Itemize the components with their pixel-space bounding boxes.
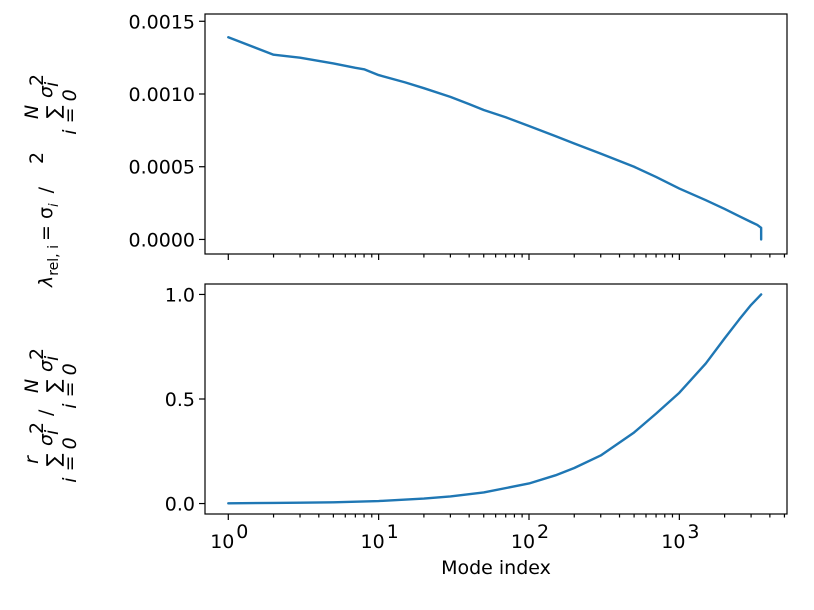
bottom-ylabel-sum-upper: r — [21, 455, 43, 464]
top-y-ticks: 0.0000 0.0005 0.0010 0.0015 — [129, 11, 205, 251]
top-ylabel-sum: ∑ — [43, 105, 65, 118]
top-ylabel-sigma-sub: i — [47, 203, 62, 207]
y-tick-label: 0.0000 — [129, 229, 195, 251]
y-tick-label: 0.0005 — [129, 157, 195, 179]
top-ylabel-sub: rel, i — [46, 245, 62, 276]
top-ylabel-sigma-sup2: 2 — [26, 74, 48, 86]
bottom-series-line — [227, 293, 763, 505]
top-ylabel-sum-lower: i = 0 — [59, 89, 81, 134]
bottom-ylabel-sigma2: σ — [35, 359, 57, 372]
x-tick-label: 10 — [361, 531, 385, 553]
bottom-y-ticks: 0.0 0.5 1.0 — [165, 284, 205, 516]
bottom-ylabel-sum: ∑ — [43, 453, 65, 466]
y-tick-label: 0.0 — [165, 494, 195, 516]
x-tick-exponent: 2 — [537, 521, 549, 543]
bottom-ylabel-slash: / — [35, 409, 57, 416]
y-tick-label: 0.0015 — [129, 11, 195, 33]
x-tick-exponent: 3 — [687, 521, 699, 543]
x-tick-exponent: 0 — [236, 521, 248, 543]
top-ylabel: λrel, i= σi/ 2 N ∑ i = 0 σ i 2 — [21, 74, 81, 288]
x-tick-label: 10 — [661, 531, 685, 553]
x-axis-label: Mode index — [441, 557, 551, 579]
bottom-ylabel-sum-lower2: i = 0 — [59, 363, 81, 408]
bottom-ylabel-sigma-sub: i — [41, 429, 63, 435]
bottom-ylabel-sum-lower: i = 0 — [59, 437, 81, 482]
top-ylabel-slash: / — [35, 186, 57, 193]
bottom-panel: 0.00.51.0 10 0 10 1 10 2 10 3 Mode index r ∑ i … — [21, 283, 788, 579]
bottom-x-ticks: 10 0 10 1 10 2 10 3 — [210, 514, 786, 553]
x-tick-exponent: 1 — [387, 521, 399, 543]
bottom-ylabel-sum-upper2: N — [21, 379, 43, 393]
y-tick-label: 1.0 — [165, 284, 195, 306]
x-tick-label: 10 — [511, 531, 535, 553]
bottom-ylabel-sigma: σ — [35, 433, 57, 446]
top-ylabel-sum-upper: N — [21, 105, 43, 119]
top-axes-frame — [204, 13, 788, 255]
x-tick-label: 10 — [210, 531, 234, 553]
top-ylabel-sigma-sub2: i — [41, 81, 63, 87]
top-ylabel-sigma-sup: 2 — [26, 152, 48, 164]
y-tick-label: 0.5 — [165, 389, 195, 411]
bottom-ylabel-sum2: ∑ — [43, 379, 65, 392]
top-ylabel-sigma: σ — [35, 85, 57, 98]
bottom-ylabel: r ∑ i = 0 σ i 2 / N ∑ i = 0 σ i 2 — [21, 348, 81, 483]
bottom-ylabel-sigma-sub2: i — [41, 355, 63, 361]
bottom-ylabel-sigma-sup: 2 — [26, 422, 48, 434]
y-tick-label: 0.0010 — [129, 84, 195, 106]
svg-text:λrel, i= σi/: λrel, i = σi / — [35, 186, 62, 288]
top-series-line — [227, 36, 763, 241]
top-ylabel-eq: = σ — [35, 207, 57, 241]
bottom-axes-frame — [204, 283, 788, 515]
top-x-ticks — [227, 254, 786, 260]
top-ylabel-lambda: λ — [35, 276, 57, 288]
bottom-ylabel-sigma-sup2: 2 — [26, 348, 48, 360]
